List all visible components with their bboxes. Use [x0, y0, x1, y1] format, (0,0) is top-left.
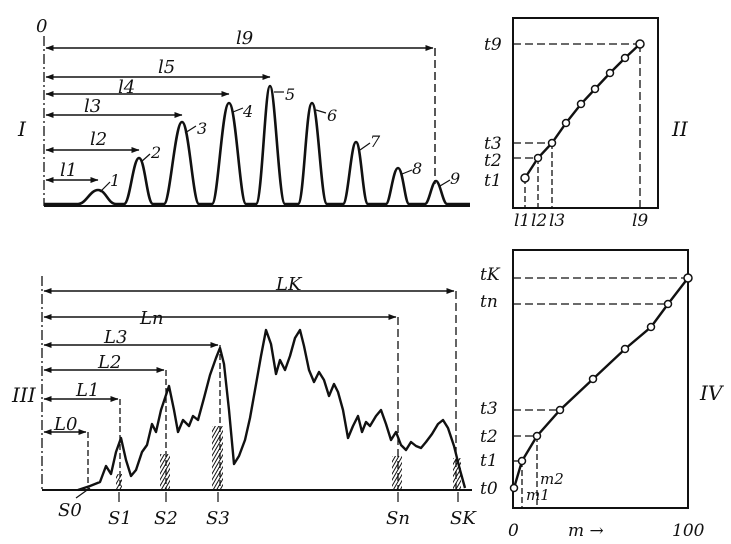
- x-label-l9: l9: [632, 211, 648, 231]
- peak-label-5: 5: [285, 85, 295, 104]
- dim-label-l2: l2: [90, 129, 107, 150]
- peak-label-9: 9: [450, 169, 460, 188]
- calibration-points-IV: [509, 273, 693, 493]
- chromatogram-curve-III: [77, 328, 467, 492]
- y-label-tK: tK: [480, 265, 501, 285]
- panel-IV-frame: [512, 249, 689, 509]
- peak-label-7: 7: [370, 132, 381, 151]
- dim-label-L3: L3: [103, 327, 127, 348]
- peak-label-6: 6: [327, 106, 337, 125]
- y-label-tn: tn: [480, 292, 498, 312]
- peak-labels: 1 2 3 4 5 6 7 8 9: [99, 85, 460, 193]
- collected-fractions: [116, 426, 461, 490]
- peak-label-1: 1: [110, 171, 120, 190]
- x-axis-label: m →: [568, 521, 604, 541]
- s-label-S3: S3: [206, 508, 230, 529]
- y-label-t2: t2: [484, 151, 502, 171]
- dim-label-LK: LK: [275, 274, 303, 295]
- peak-label-2: 2: [150, 143, 161, 162]
- x-tick-100: 100: [672, 521, 705, 541]
- dim-label-l3: l3: [84, 96, 101, 117]
- chromatogram-curve-I: [44, 84, 470, 206]
- dim-label-Ln: Ln: [139, 308, 164, 329]
- x-label-l2: l2: [531, 211, 547, 231]
- dim-label-l4: l4: [118, 77, 135, 98]
- y-label-t9: t9: [484, 35, 502, 55]
- panel-IV: IV tK tn t3 t2 t1 t0 m1 m2 0 m → 100: [480, 249, 725, 541]
- s-label-SK: SK: [450, 508, 477, 529]
- y-label-t1: t1: [484, 171, 502, 191]
- calibration-line-II: [523, 43, 641, 179]
- y-label-t2: t2: [480, 427, 498, 447]
- s-label-S2: S2: [154, 508, 178, 529]
- y-label-t1: t1: [480, 451, 498, 471]
- panel-II: II t9 t3 t2 t1 l1 l2 l3 l9: [484, 17, 689, 231]
- dim-label-l1: l1: [60, 160, 77, 181]
- panel-III-label: III: [11, 383, 37, 407]
- y-label-t0: t0: [480, 479, 498, 499]
- dim-label-l5: l5: [158, 57, 175, 78]
- x-tick-0: 0: [508, 521, 519, 541]
- y-label-t3: t3: [484, 134, 502, 154]
- fraction-labels: S0 S1 S2 S3 Sn SK: [58, 487, 477, 529]
- panel-I: I 0 l9 l5 l4 l3 l2 l1 1 2 3 4: [17, 16, 470, 207]
- panel-III: III LK Ln L3 L2 L1 L0: [11, 274, 477, 529]
- calibration-points-II: [520, 39, 645, 183]
- peak-label-8: 8: [412, 159, 422, 178]
- point-label-m1: m1: [526, 486, 550, 504]
- panel-II-label: II: [671, 117, 689, 141]
- s-label-Sn: Sn: [386, 508, 410, 529]
- y-label-t3: t3: [480, 399, 498, 419]
- s-label-S0: S0: [58, 500, 82, 521]
- panel-IV-label: IV: [699, 381, 725, 405]
- x-label-l1: l1: [514, 211, 530, 231]
- dim-label-L1: L1: [75, 380, 99, 401]
- origin-label: 0: [36, 16, 47, 37]
- dim-label-L0: L0: [53, 414, 77, 435]
- calibration-line-IV: [512, 277, 689, 489]
- dim-label-l9: l9: [236, 28, 253, 49]
- x-label-l3: l3: [549, 211, 565, 231]
- peak-label-3: 3: [197, 119, 207, 138]
- peak-label-4: 4: [242, 102, 253, 121]
- s-label-S1: S1: [108, 508, 132, 529]
- point-label-m2: m2: [540, 470, 564, 488]
- panel-II-frame: [512, 17, 659, 209]
- panel-I-label: I: [17, 117, 27, 141]
- dim-label-L2: L2: [97, 352, 121, 373]
